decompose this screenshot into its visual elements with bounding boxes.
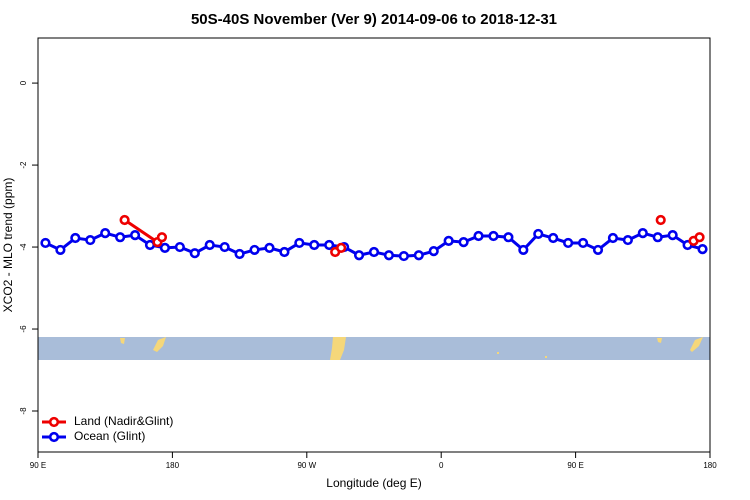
x-tick-label: 90 E [30, 461, 46, 470]
chart-title: 50S-40S November (Ver 9) 2014-09-06 to 2… [191, 11, 557, 28]
data-point [100, 228, 111, 239]
x-tick-label: 90 E [567, 461, 583, 470]
data-point [548, 232, 559, 244]
data-point [70, 232, 81, 244]
data-point [264, 242, 275, 253]
data-point [353, 250, 365, 261]
y-tick-label: -4 [19, 243, 28, 251]
data-point [129, 230, 141, 241]
data-point [219, 241, 230, 253]
y-axis-label: XCO2 - MLO trend (ppm) [1, 178, 15, 313]
legend-marker [48, 431, 60, 443]
x-axis-label: Longitude (deg E) [326, 476, 421, 490]
data-point [119, 214, 130, 226]
data-point [488, 230, 499, 242]
data-point [309, 239, 320, 251]
y-tick-label: -6 [19, 325, 28, 333]
data-point [443, 235, 454, 247]
data-point [234, 248, 245, 260]
x-tick-label: 90 W [297, 461, 316, 470]
data-point [398, 250, 409, 262]
data-point [694, 232, 705, 243]
data-point [458, 237, 469, 248]
x-tick-label: 180 [703, 461, 717, 470]
data-point [115, 232, 126, 243]
data-point [655, 214, 666, 226]
y-tick-label: -8 [19, 407, 28, 415]
data-point [40, 237, 51, 249]
y-tick-label: -2 [19, 161, 28, 169]
data-point [55, 244, 66, 256]
map-strip [38, 337, 710, 360]
data-point [294, 237, 305, 249]
data-point [577, 237, 589, 249]
data-point [428, 246, 439, 257]
data-point [383, 250, 395, 261]
data-point [652, 232, 663, 243]
data-point [533, 228, 544, 240]
data-point [336, 242, 347, 253]
legend-label: Land (Nadir&Glint) [74, 414, 173, 428]
data-point [622, 234, 633, 246]
data-point [279, 246, 290, 258]
data-point [174, 241, 185, 253]
data-point [156, 232, 168, 243]
data-point [697, 243, 708, 255]
data-point [637, 228, 648, 239]
data-point [563, 237, 574, 249]
data-point [249, 244, 260, 256]
data-point [368, 246, 380, 258]
data-point [473, 230, 484, 242]
data-point [503, 232, 514, 243]
data-point [413, 250, 424, 261]
data-point [592, 244, 604, 256]
plot-frame [37, 37, 711, 453]
legend-marker [48, 416, 60, 428]
data-point [324, 239, 335, 251]
x-tick-label: 0 [439, 461, 444, 470]
data-point [204, 239, 215, 251]
data-point [518, 244, 529, 256]
data-point [189, 248, 200, 259]
data-point [159, 242, 171, 253]
x-tick-label: 180 [166, 461, 180, 470]
data-point [85, 234, 96, 246]
legend-label: Ocean (Glint) [74, 429, 145, 443]
y-tick-label: 0 [19, 80, 28, 85]
data-point [607, 232, 619, 244]
data-point [667, 230, 678, 241]
